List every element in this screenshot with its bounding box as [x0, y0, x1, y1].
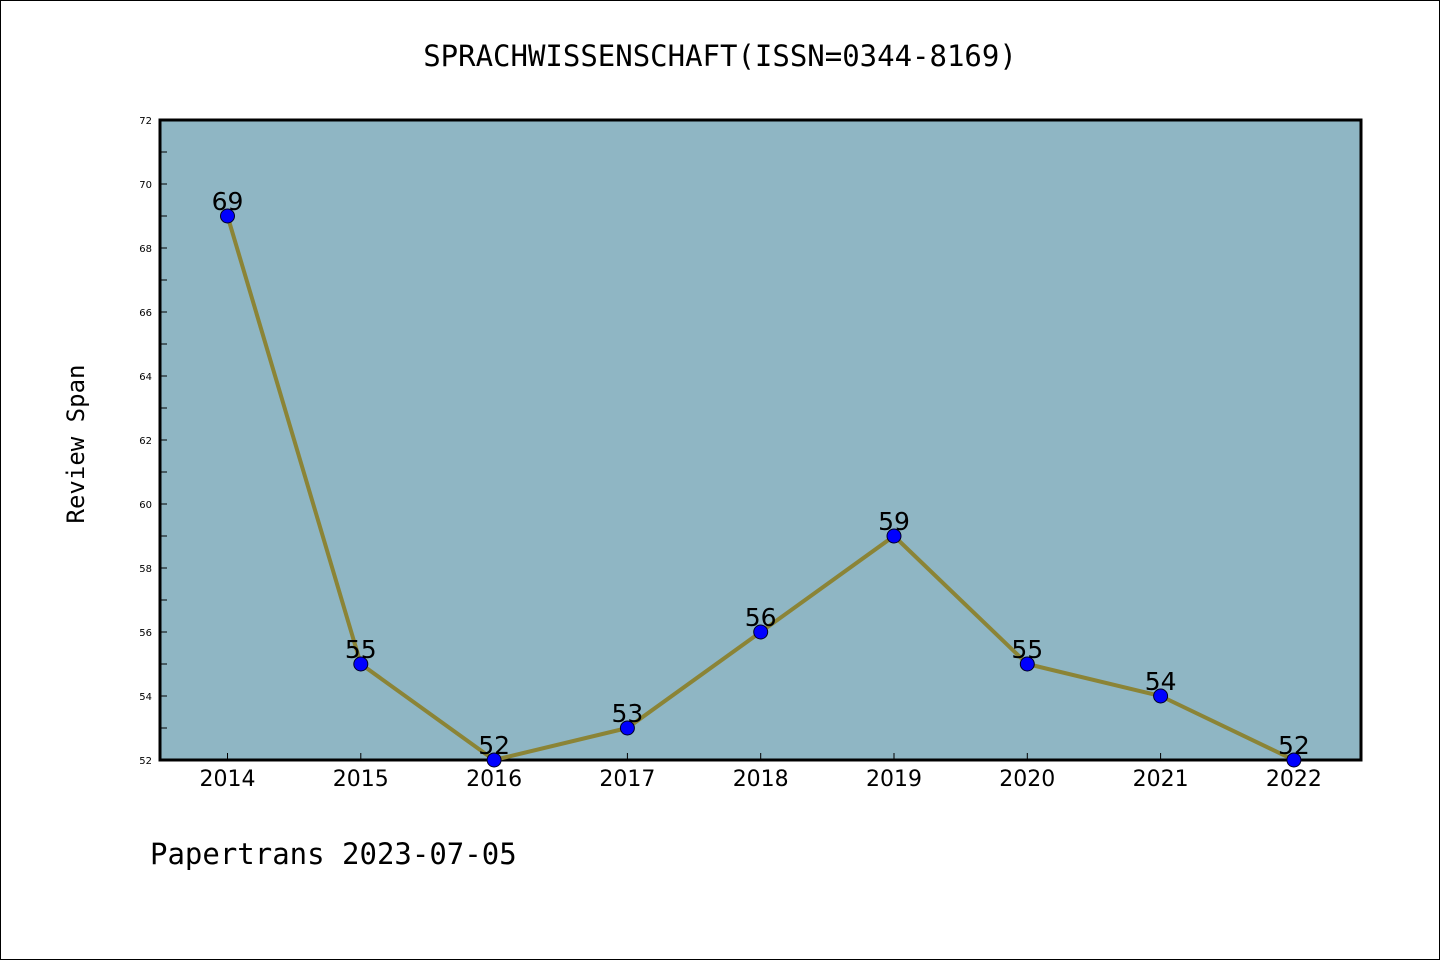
y-tick-label: 56: [139, 628, 152, 639]
y-tick-label: 72: [139, 116, 152, 127]
x-tick-label: 2016: [466, 767, 522, 792]
data-point: [753, 624, 769, 640]
x-tick-label: 2022: [1266, 767, 1322, 792]
y-tick-label: 54: [139, 692, 152, 703]
x-tick-label: 2021: [1133, 767, 1189, 792]
x-tick-label: 2018: [733, 767, 789, 792]
data-label: 54: [1145, 667, 1177, 696]
x-tick-label: 2015: [333, 767, 389, 792]
x-tick-label: 2020: [999, 767, 1055, 792]
data-label: 53: [611, 699, 643, 728]
data-point: [619, 720, 635, 736]
x-tick-label: 2019: [866, 767, 922, 792]
x-axis: 2014 2015 2016 2017 2018 2019 2020 2021 2022: [200, 753, 1322, 792]
x-tick-label: 2014: [200, 767, 256, 792]
y-tick-label: 62: [139, 436, 152, 447]
data-label: 69: [212, 187, 244, 216]
data-label: 56: [745, 603, 777, 632]
data-point: [486, 752, 502, 768]
y-tick-label: 58: [139, 564, 152, 575]
y-tick-label: 52: [139, 756, 152, 767]
chart-title: SPRACHWISSENSCHAFT(ISSN=0344-8169): [423, 39, 1017, 73]
data-point: [1019, 656, 1035, 672]
y-axis-label: Review Span: [62, 365, 90, 524]
data-label: 52: [1278, 731, 1310, 760]
data-point: [1153, 688, 1169, 704]
y-axis: 52 54 56 58 60 62 64 66 68 70 72: [139, 116, 167, 767]
series-line: 69 55 52 53 56 59 55 54 52: [212, 187, 1310, 768]
y-tick-label: 60: [139, 500, 152, 511]
data-point: [220, 208, 235, 224]
data-point: [1286, 752, 1302, 768]
y-tick-label: 66: [139, 308, 152, 319]
y-tick-label: 68: [139, 244, 152, 255]
data-label: 55: [1011, 635, 1043, 664]
data-label: 52: [478, 731, 510, 760]
data-point: [886, 528, 902, 544]
data-label: 55: [345, 635, 377, 664]
footer-text: Papertrans 2023-07-05: [150, 837, 517, 871]
data-point: [353, 656, 369, 672]
x-tick-label: 2017: [599, 767, 655, 792]
y-tick-label: 64: [139, 372, 152, 383]
plot-area: [158, 118, 1363, 762]
y-tick-label: 70: [139, 180, 152, 191]
data-label: 59: [878, 507, 910, 536]
